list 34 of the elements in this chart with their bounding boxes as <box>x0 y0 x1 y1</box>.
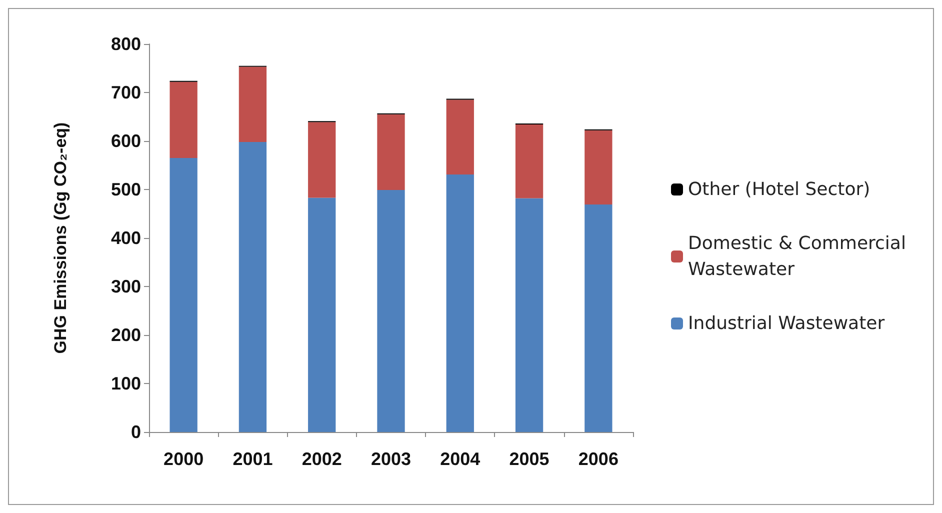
legend-label: Industrial Wastewater <box>688 313 886 334</box>
bar <box>515 124 544 198</box>
x-tick-label: 2003 <box>370 449 412 469</box>
bar <box>308 198 336 432</box>
y-tick-label: 100 <box>110 374 141 394</box>
bar <box>584 204 612 432</box>
bar <box>584 130 612 205</box>
bar <box>238 142 267 432</box>
y-tick-label: 0 <box>130 422 141 442</box>
x-tick-label: 2005 <box>509 449 550 469</box>
y-tick-label: 400 <box>110 228 141 248</box>
x-tick-label: 2002 <box>302 449 342 469</box>
bar <box>446 174 474 432</box>
bar <box>377 190 405 432</box>
x-tick-label: 2001 <box>232 449 273 469</box>
legend-label: Other (Hotel Sector) <box>688 179 870 200</box>
bar <box>308 122 336 198</box>
x-tick-label: 2006 <box>578 449 618 469</box>
bar <box>515 198 544 432</box>
bar <box>170 82 198 158</box>
y-tick-label: 300 <box>110 276 141 296</box>
bar <box>446 100 474 174</box>
x-tick-label: 2000 <box>164 449 204 469</box>
y-tick-label: 800 <box>110 34 141 54</box>
x-tick-label: 2004 <box>440 449 480 469</box>
y-tick-label: 500 <box>110 180 141 200</box>
legend-label: Domestic & Commercial Wastewater <box>688 233 912 280</box>
y-tick-label: 600 <box>110 131 141 151</box>
y-axis-title: GHG Emissions (Gg CO₂-eq) <box>51 122 70 354</box>
bar <box>377 114 405 190</box>
y-tick-label: 700 <box>110 82 141 102</box>
bar <box>238 66 267 142</box>
bar <box>170 158 198 432</box>
y-tick-label: 200 <box>110 325 141 345</box>
